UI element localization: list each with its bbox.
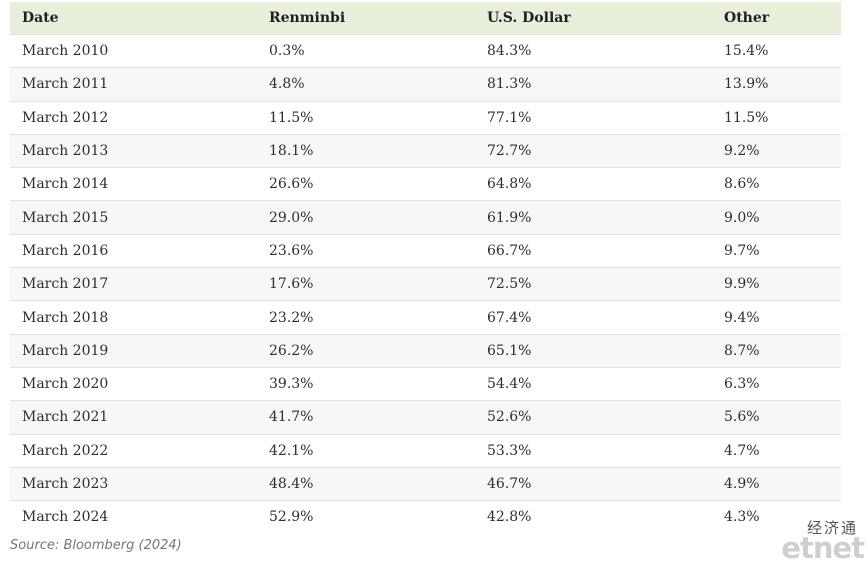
cell-renminbi: 17.6% [257,267,475,301]
cell-other: 9.4% [712,300,841,335]
cell-renminbi: 39.3% [257,366,475,401]
cell-us-dollar: 61.9% [475,200,712,235]
cell-us-dollar: 72.7% [475,133,712,168]
table-row: March 2012 11.5% 77.1% 11.5% [10,100,841,135]
source-note: Source: Bloomberg (2024) [10,538,182,553]
cell-date: March 2021 [10,400,257,435]
table-row: March 2018 23.2% 67.4% 9.4% [10,300,841,335]
logo-english-text: etnet [781,531,865,565]
cell-date: March 2011 [10,67,257,102]
cell-date: March 2023 [10,466,257,501]
cell-renminbi: 23.2% [257,300,475,335]
table-body: March 2010 0.3% 84.3% 15.4% March 2011 4.8% 81… [10,33,841,534]
cell-us-dollar: 54.4% [475,366,712,401]
cell-us-dollar: 42.8% [475,500,712,534]
table-row: March 2023 48.4% 46.7% 4.9% [10,466,841,501]
cell-other: 5.6% [712,400,841,435]
cell-renminbi: 42.1% [257,433,475,468]
cell-renminbi: 18.1% [257,133,475,168]
column-header-date: Date [10,2,257,35]
cell-other: 8.7% [712,333,841,368]
cell-other: 4.7% [712,433,841,468]
cell-renminbi: 11.5% [257,100,475,135]
column-header-us-dollar: U.S. Dollar [475,2,712,35]
cell-renminbi: 41.7% [257,400,475,435]
table-header: Date Renminbi U.S. Dollar Other [10,2,841,35]
cell-us-dollar: 72.5% [475,267,712,301]
cell-other: 15.4% [712,33,841,68]
table-header-row: Date Renminbi U.S. Dollar Other [10,2,841,35]
cell-us-dollar: 52.6% [475,400,712,435]
table-row: March 2016 23.6% 66.7% 9.7% [10,233,841,268]
table-row: March 2011 4.8% 81.3% 13.9% [10,67,841,102]
cell-other: 11.5% [712,100,841,135]
table-row: March 2019 26.2% 65.1% 8.7% [10,333,841,368]
data-table-container: Date Renminbi U.S. Dollar Other March 20… [10,2,841,534]
cell-other: 9.0% [712,200,841,235]
table-row: March 2010 0.3% 84.3% 15.4% [10,33,841,68]
column-header-renminbi: Renminbi [257,2,475,35]
etnet-logo: 经济通 etnet [778,517,865,565]
cell-renminbi: 29.0% [257,200,475,235]
cell-date: March 2022 [10,433,257,468]
cell-other: 9.9% [712,267,841,301]
cell-us-dollar: 66.7% [475,233,712,268]
cell-renminbi: 48.4% [257,466,475,501]
cell-us-dollar: 77.1% [475,100,712,135]
cell-other: 6.3% [712,366,841,401]
cell-us-dollar: 64.8% [475,167,712,201]
cell-us-dollar: 81.3% [475,67,712,102]
cell-us-dollar: 84.3% [475,33,712,68]
cell-renminbi: 23.6% [257,233,475,268]
cell-renminbi: 26.2% [257,333,475,368]
column-header-other: Other [712,2,841,35]
cell-renminbi: 26.6% [257,167,475,201]
cell-date: March 2019 [10,333,257,368]
cell-other: 8.6% [712,167,841,201]
cell-other: 4.9% [712,466,841,501]
cell-us-dollar: 67.4% [475,300,712,335]
cell-other: 4.3% [712,500,841,534]
cell-date: March 2012 [10,100,257,135]
cell-other: 13.9% [712,67,841,102]
cell-renminbi: 52.9% [257,500,475,534]
table-row: March 2015 29.0% 61.9% 9.0% [10,200,841,235]
table-row: March 2022 42.1% 53.3% 4.7% [10,433,841,468]
cell-renminbi: 0.3% [257,33,475,68]
cell-date: March 2014 [10,167,257,201]
cell-date: March 2018 [10,300,257,335]
cell-renminbi: 4.8% [257,67,475,102]
cell-us-dollar: 65.1% [475,333,712,368]
table-row: March 2014 26.6% 64.8% 8.6% [10,167,841,201]
cell-us-dollar: 53.3% [475,433,712,468]
table-row: March 2013 18.1% 72.7% 9.2% [10,133,841,168]
cell-us-dollar: 46.7% [475,466,712,501]
cell-date: March 2020 [10,366,257,401]
cell-date: March 2010 [10,33,257,68]
table-row: March 2017 17.6% 72.5% 9.9% [10,267,841,301]
cell-other: 9.7% [712,233,841,268]
data-table: Date Renminbi U.S. Dollar Other March 20… [10,2,841,534]
cell-date: March 2017 [10,267,257,301]
logo-chinese-text: 经济通 [806,519,858,537]
table-row: March 2021 41.7% 52.6% 5.6% [10,400,841,435]
table-row: March 2020 39.3% 54.4% 6.3% [10,366,841,401]
cell-date: March 2016 [10,233,257,268]
cell-date: March 2015 [10,200,257,235]
cell-other: 9.2% [712,133,841,168]
table-row: March 2024 52.9% 42.8% 4.3% [10,500,841,534]
cell-date: March 2024 [10,500,257,534]
cell-date: March 2013 [10,133,257,168]
